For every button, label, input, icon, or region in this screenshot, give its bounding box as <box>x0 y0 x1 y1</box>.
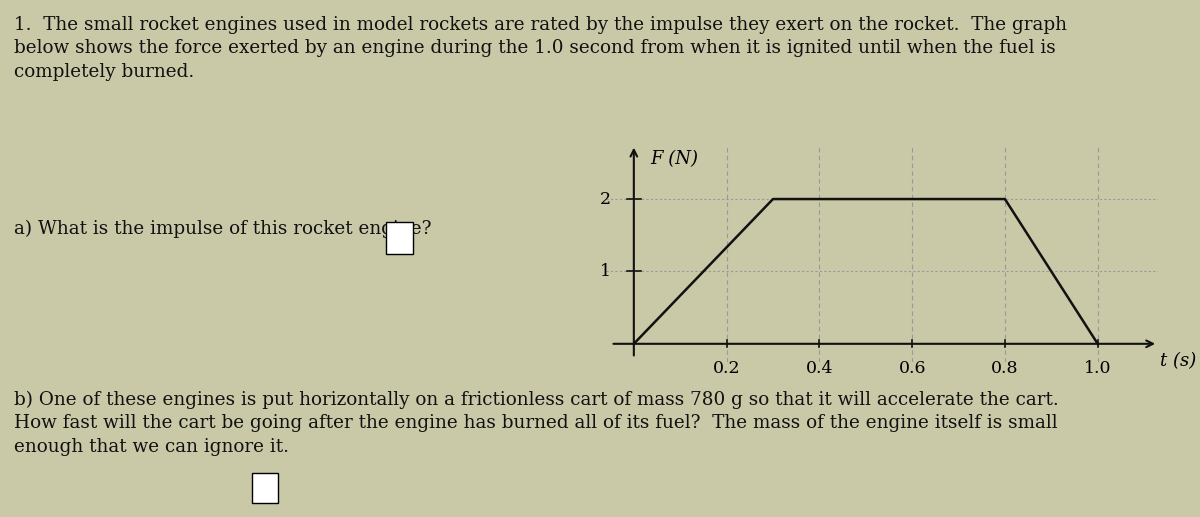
Text: 1: 1 <box>600 263 611 280</box>
Text: 0.2: 0.2 <box>713 360 740 377</box>
Text: 1.  The small rocket engines used in model rockets are rated by the impulse they: 1. The small rocket engines used in mode… <box>14 16 1068 81</box>
Text: 0.8: 0.8 <box>991 360 1019 377</box>
Text: 0.4: 0.4 <box>805 360 833 377</box>
Text: 0.6: 0.6 <box>899 360 926 377</box>
Bar <box>252 473 278 503</box>
Text: b) One of these engines is put horizontally on a frictionless cart of mass 780 g: b) One of these engines is put horizonta… <box>14 390 1060 456</box>
Text: F (N): F (N) <box>650 150 698 168</box>
Text: 1.0: 1.0 <box>1084 360 1111 377</box>
Bar <box>386 222 413 254</box>
Text: a) What is the impulse of this rocket engine?: a) What is the impulse of this rocket en… <box>14 220 432 238</box>
Text: 2: 2 <box>600 191 611 207</box>
Text: t (s): t (s) <box>1160 353 1196 371</box>
